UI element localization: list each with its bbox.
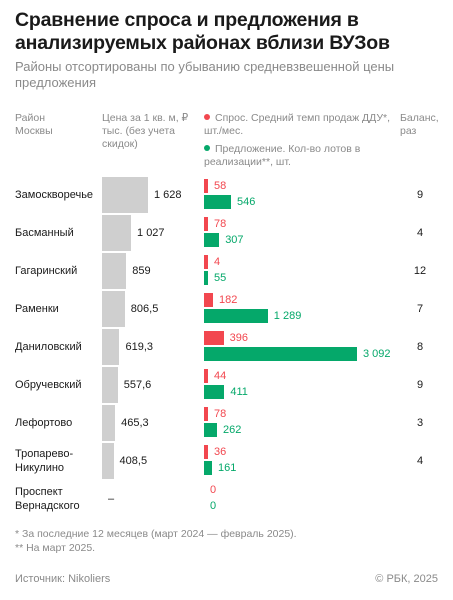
supply-value: 161 [217,462,237,474]
price-value: 806,5 [130,303,159,315]
district-label: Проспект Вернадского [15,486,80,512]
demand-bar [204,179,208,193]
demand-bar [204,369,208,383]
supply-value: 546 [237,196,256,208]
footnote-1: * За последние 12 месяцев (март 2024 — ф… [15,528,297,540]
demand-value: 44 [214,370,227,382]
price-bar [102,215,132,251]
chart-title: Сравнение спроса и предложения в анализи… [15,9,390,54]
price-value: 1 027 [137,227,165,239]
supply-bar [204,233,220,247]
header-ratio: Баланс, раз [400,112,439,137]
demand-bar [204,445,208,459]
price-bar [102,177,148,213]
balance-value: 12 [413,265,427,277]
price-bar [102,291,125,327]
district-label: Замоскворечье [15,189,94,201]
header-price: Цена за 1 кв. м, ₽ тыс. (без учета скидо… [102,112,189,150]
demand-value: 4 [214,256,221,268]
legend-supply-dot [204,145,210,151]
demand-bar [204,255,208,269]
supply-value: 55 [214,272,227,284]
balance-value: 9 [416,189,424,201]
balance-value: 3 [416,417,424,429]
demand-bar [204,293,213,307]
price-bar [102,405,116,441]
price-bar [102,367,118,403]
price-bar [102,329,120,365]
demand-value: 182 [219,294,238,306]
demand-value: 78 [214,218,227,230]
supply-bar [204,347,357,361]
supply-value: 411 [230,386,248,398]
header-district: Район Москвы [15,112,53,137]
district-label: Лефортово [15,417,73,429]
price-value: 859 [132,265,151,277]
supply-bar [204,423,217,437]
legend-demand: Спрос. Средний темп продаж ДДУ*, шт./мес… [204,112,394,138]
supply-value: 1 289 [273,310,302,322]
supply-bar [204,461,212,475]
price-bar [102,443,114,479]
price-value: 465,3 [121,417,149,429]
demand-value: 0 [210,484,217,496]
supply-bar [204,309,268,323]
demand-bar [204,331,224,345]
price-value: 408,5 [119,455,148,467]
demand-value: 58 [214,180,227,192]
price-value: 1 628 [154,189,182,201]
district-label: Тропарево-Никулино [15,448,74,474]
supply-bar [204,195,232,209]
demand-bar [204,217,208,231]
price-value: 619,3 [125,341,154,353]
supply-value: 3 092 [363,348,391,360]
supply-value: 0 [210,500,217,512]
supply-bar [204,385,225,399]
chart-subtitle: Районы отсортированы по убыванию среднев… [15,59,395,90]
supply-bar [204,271,208,285]
balance-value: 9 [416,379,424,391]
district-label: Гагаринский [15,265,78,277]
supply-value: 262 [222,424,242,436]
district-label: Обручевский [15,379,82,391]
demand-bar [204,407,208,421]
demand-value: 396 [229,332,248,344]
source-label: Источник: Nikoliers [15,573,111,585]
balance-value: 4 [416,227,424,239]
demand-value: 78 [214,408,227,420]
price-value: – [108,493,115,505]
demand-value: 36 [214,446,227,458]
district-label: Даниловский [15,341,82,353]
district-label: Басманный [15,227,74,239]
footnote-2: ** На март 2025. [15,542,96,554]
balance-value: 8 [416,341,424,353]
district-label: Раменки [15,303,59,315]
legend-supply-label: Предложение. Кол-во лотов в реализации**… [204,143,361,168]
price-bar [102,253,127,289]
balance-value: 4 [416,455,424,467]
price-value: 557,6 [123,379,152,391]
copyright-label: © РБК, 2025 [375,573,438,585]
supply-value: 307 [225,234,244,246]
legend-supply: Предложение. Кол-во лотов в реализации**… [204,143,394,169]
balance-value: 7 [416,303,424,315]
legend-demand-label: Спрос. Средний темп продаж ДДУ*, шт./мес… [204,112,391,137]
legend-demand-dot [204,114,210,120]
